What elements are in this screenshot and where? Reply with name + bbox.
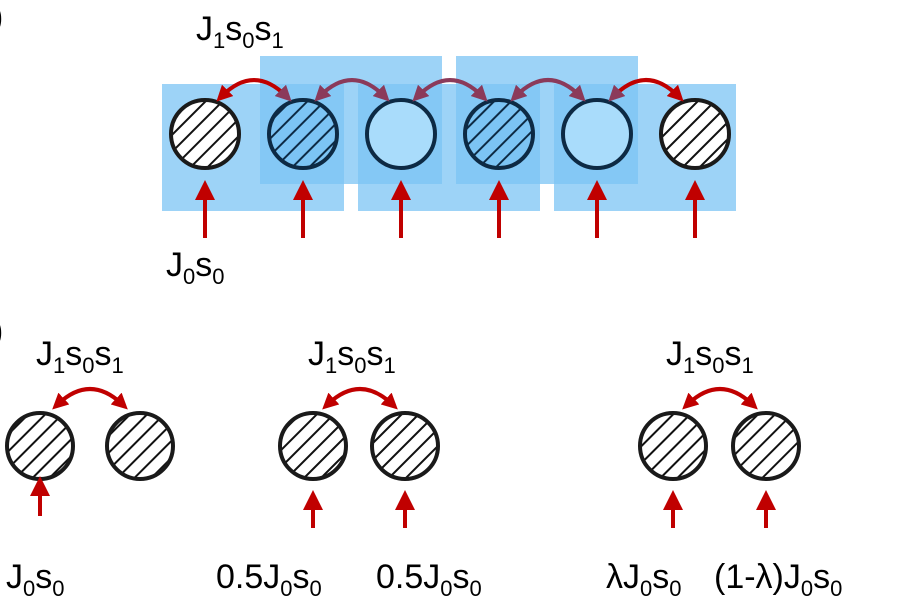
panel-a: ): [0, 0, 736, 289]
group-2-spin-left: [278, 411, 348, 481]
group-1-spin-left: [5, 411, 75, 481]
panel-a-coupling-label: J1s0s1: [196, 10, 284, 53]
spin-1: [169, 98, 241, 170]
spin-5: [561, 98, 633, 170]
panel-b-group-3: J1s0s1 λJ0s0 (1-λ)J0s0: [606, 335, 842, 601]
field-arrows: [195, 180, 705, 238]
coupling-arc-4: [510, 78, 586, 102]
group-3-spin-right: [731, 411, 801, 481]
coupling-arc-3: [412, 78, 488, 102]
coupling-arcs: [216, 78, 684, 102]
group-2-spin-right: [370, 411, 440, 481]
group-2-field-label-right: 0.5J0s0: [376, 558, 482, 601]
group-3-spin-left: [638, 411, 708, 481]
group-2-field-label-left: 0.5J0s0: [216, 558, 322, 601]
group-2-coupling-label: J1s0s1: [308, 335, 396, 378]
coupling-arc-5: [608, 78, 684, 102]
panel-b-letter: ): [0, 312, 3, 350]
group-3-coupling-label: J1s0s1: [666, 335, 754, 378]
coupling-arc-2: [314, 78, 390, 102]
group-2-coupling-arc: [322, 387, 398, 410]
spin-chain: [169, 98, 731, 170]
group-1-coupling-arc: [52, 387, 128, 410]
panel-a-letter: ): [0, 0, 3, 36]
spin-2: [267, 98, 339, 170]
panel-a-field-label: J0s0: [166, 246, 225, 289]
group-3-field-label-left: λJ0s0: [606, 558, 682, 601]
group-1-coupling-label: J1s0s1: [36, 335, 124, 378]
coupling-arc-1: [216, 78, 292, 102]
group-3-coupling-arc: [682, 387, 758, 410]
spin-3: [365, 98, 437, 170]
spin-4: [463, 98, 535, 170]
panel-b: ) J1s0s1 J0s0 J1s0s1 0.5J0s0 0.5J0s0 J1s…: [0, 312, 842, 601]
group-1-spin-right: [105, 411, 175, 481]
spin-6: [659, 98, 731, 170]
panel-b-group-2: J1s0s1 0.5J0s0 0.5J0s0: [216, 335, 482, 601]
panel-b-group-1: J1s0s1 J0s0: [5, 335, 175, 601]
group-1-field-label: J0s0: [6, 558, 65, 601]
group-3-field-label-right: (1-λ)J0s0: [714, 558, 842, 601]
